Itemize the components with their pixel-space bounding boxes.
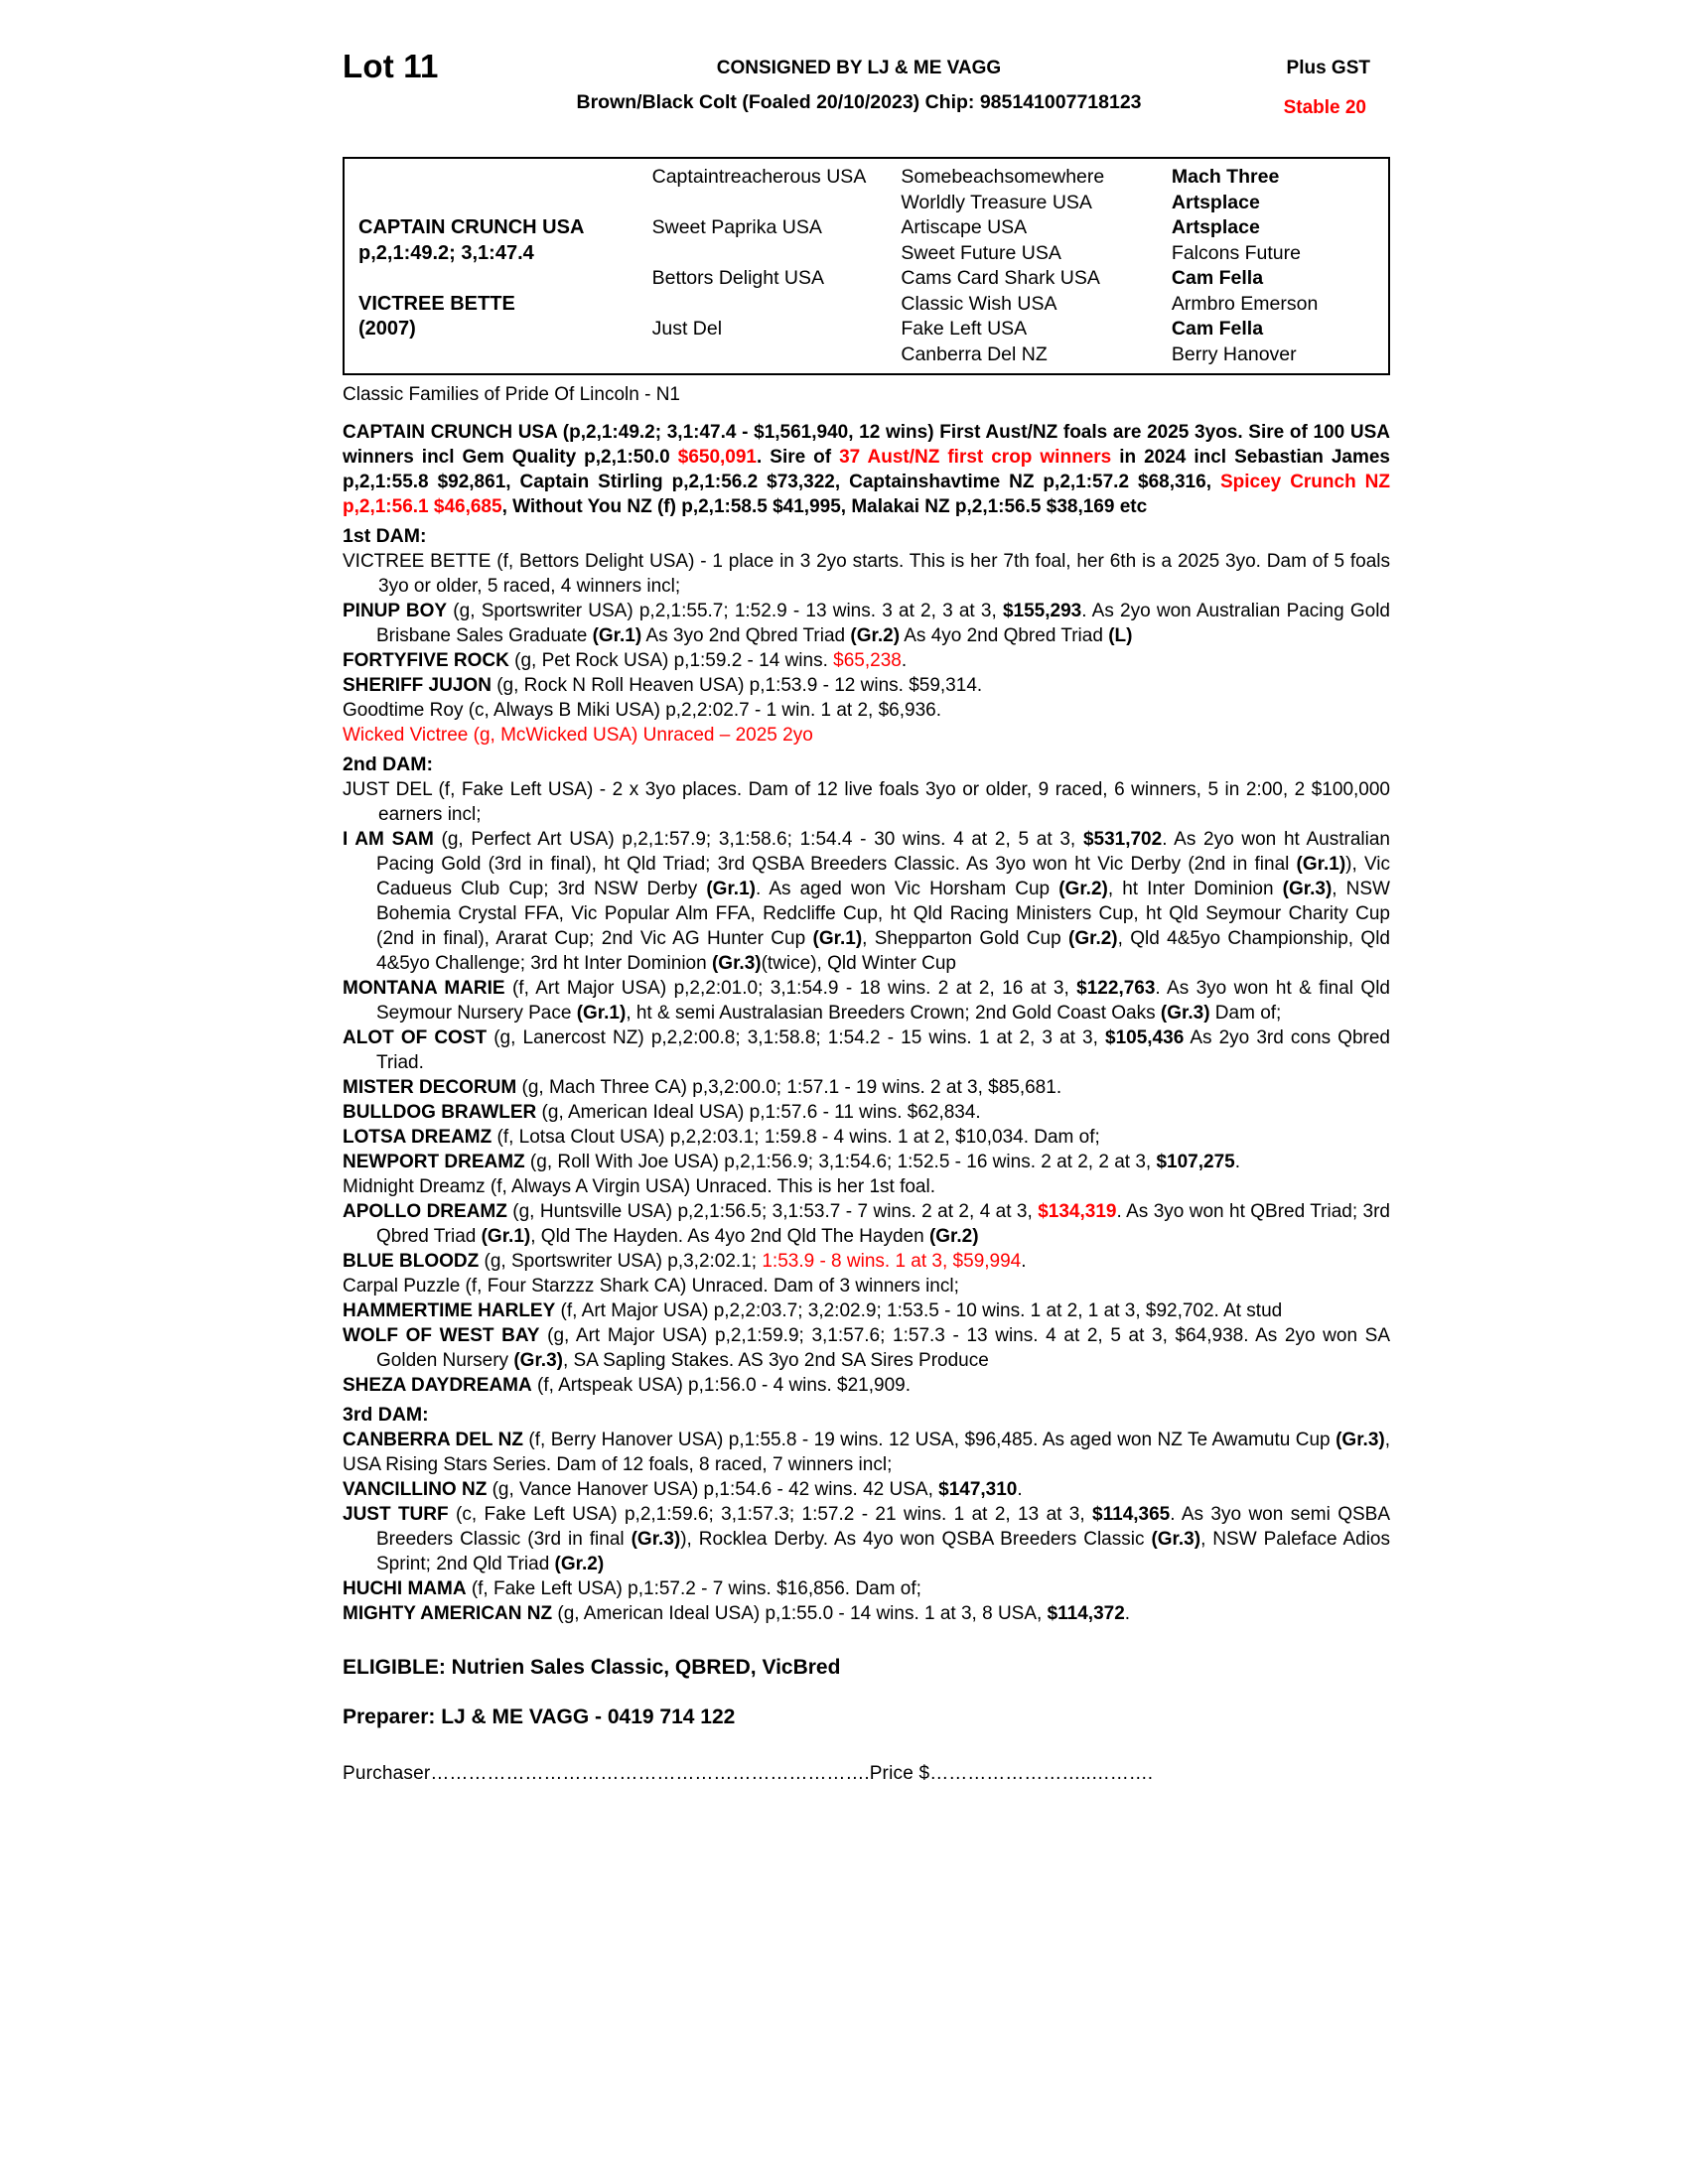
price-dotted-field[interactable]: ……………………..………. <box>929 1763 1154 1784</box>
first-dam-progeny-list: PINUP BOY (g, Sportswriter USA) p,2,1:55… <box>343 599 1390 748</box>
price-label: Price $ <box>869 1763 930 1784</box>
progeny-entry: MISTER DECORUM (g, Mach Three CA) p,3,2:… <box>343 1077 1062 1098</box>
table-row: p,2,1:49.2; 3,1:47.4 Sweet Future USA Fa… <box>345 241 1388 267</box>
sire-gen3-c: Artsplace <box>1171 216 1260 238</box>
sire-summary-part4: , Without You NZ (f) p,2,1:58.5 $41,995,… <box>501 496 1148 517</box>
progeny-entry: Wicked Victree (g, McWicked USA) Unraced… <box>343 725 813 746</box>
second-dam-intro: JUST DEL (f, Fake Left USA) - 2 x 3yo pl… <box>343 779 1390 825</box>
dam-gen2-b: Classic Wish USA <box>901 292 1057 315</box>
progeny-entry: Carpal Puzzle (f, Four Starzzz Shark CA)… <box>343 1276 959 1297</box>
sire-summary-part2: . Sire of <box>757 447 840 468</box>
progeny-entry: JUST TURF (c, Fake Left USA) p,2,1:59.6;… <box>343 1504 1390 1574</box>
third-dam-intro: CANBERRA DEL NZ (f, Berry Hanover USA) p… <box>343 1430 1390 1475</box>
dam-gen3-c: Cam Fella <box>1171 318 1264 340</box>
table-row: Canberra Del NZ Berry Hanover <box>345 342 1388 368</box>
progeny-entry: SHERIFF JUJON (g, Rock N Roll Heaven USA… <box>343 675 983 696</box>
dam-gen3-a: Cam Fella <box>1171 267 1264 289</box>
progeny-entry: FORTYFIVE ROCK (g, Pet Rock USA) p,1:59.… <box>343 650 908 671</box>
progeny-entry: Goodtime Roy (c, Always B Miki USA) p,2,… <box>343 700 941 721</box>
horse-description-line: Brown/Black Colt (Foaled 20/10/2023) Chi… <box>576 91 1142 113</box>
sire-summary-red1: $650,091 <box>677 447 757 468</box>
progeny-entry: MONTANA MARIE (f, Art Major USA) p,2,2:0… <box>343 978 1390 1024</box>
stable-badge: Stable 20 <box>1283 97 1366 118</box>
progeny-entry: BULLDOG BRAWLER (g, American Ideal USA) … <box>343 1102 981 1123</box>
progeny-entry: BLUE BLOODZ (g, Sportswriter USA) p,3,2:… <box>343 1251 1027 1272</box>
dam-gen2-c: Fake Left USA <box>901 318 1028 340</box>
progeny-entry: LOTSA DREAMZ (f, Lotsa Clout USA) p,2,2:… <box>343 1127 1100 1148</box>
sire-gen2-a: Somebeachsomewhere <box>901 166 1105 188</box>
sire-gen2-b: Worldly Treasure USA <box>901 191 1092 213</box>
progeny-entry: APOLLO DREAMZ (g, Huntsville USA) p,2,1:… <box>343 1201 1390 1247</box>
sire-summary-part1: CAPTAIN CRUNCH USA (p,2,1:49.2; 3,1:47.4… <box>343 422 1390 468</box>
purchaser-label: Purchaser <box>343 1763 431 1784</box>
table-row: CAPTAIN CRUNCH USA Sweet Paprika USA Art… <box>345 215 1388 241</box>
sire-summary-red2: 37 Aust/NZ first crop winners <box>839 447 1112 468</box>
pedigree-table: Captaintreacherous USA Somebeachsomewher… <box>343 157 1390 375</box>
sire-gen3-a: Mach Three <box>1171 166 1280 188</box>
progeny-entry: MIGHTY AMERICAN NZ (g, American Ideal US… <box>343 1603 1131 1624</box>
progeny-entry: ALOT OF COST (g, Lanercost NZ) p,2,2:00.… <box>343 1027 1390 1073</box>
progeny-entry: HAMMERTIME HARLEY (f, Art Major USA) p,2… <box>343 1300 1283 1321</box>
progeny-entry: SHEZA DAYDREAMA (f, Artspeak USA) p,1:56… <box>343 1375 911 1396</box>
progeny-entry: I AM SAM (g, Perfect Art USA) p,2,1:57.9… <box>343 829 1391 974</box>
second-dam-heading: 2nd DAM: <box>343 753 433 775</box>
sire-name: CAPTAIN CRUNCH USA <box>358 216 585 238</box>
dam-gen3-d: Berry Hanover <box>1171 342 1297 365</box>
table-row: (2007) Just Del Fake Left USA Cam Fella <box>345 317 1388 342</box>
purchaser-dotted-field[interactable]: ……………………………………………………………. <box>430 1763 870 1784</box>
sire-gen1-bottom: Sweet Paprika USA <box>651 216 822 238</box>
classic-families-line: Classic Families of Pride Of Lincoln - N… <box>343 384 680 405</box>
dam-name: VICTREE BETTE <box>358 292 515 315</box>
sire-record: p,2,1:49.2; 3,1:47.4 <box>358 241 534 264</box>
eligible-line: ELIGIBLE: Nutrien Sales Classic, QBRED, … <box>343 1656 841 1679</box>
table-row: VICTREE BETTE Classic Wish USA Armbro Em… <box>345 292 1388 318</box>
sire-summary-part3: in 2024 incl Sebastian James p,2,1:55.8 … <box>343 447 1390 492</box>
page-header: Lot 11 CONSIGNED BY LJ & ME VAGG Brown/B… <box>343 40 1390 149</box>
first-dam-intro: VICTREE BETTE (f, Bettors Delight USA) -… <box>343 551 1390 597</box>
preparer-line: Preparer: LJ & ME VAGG - 0419 714 122 <box>343 1706 736 1728</box>
third-dam-progeny-list: VANCILLINO NZ (g, Vance Hanover USA) p,1… <box>343 1477 1390 1626</box>
progeny-entry: WOLF OF WEST BAY (g, Art Major USA) p,2,… <box>343 1325 1391 1371</box>
dam-gen2-d: Canberra Del NZ <box>901 342 1048 365</box>
sire-summary-red3: Spicey Crunch NZ p,2,1:56.1 $46,685 <box>343 472 1390 517</box>
sire-gen3-d: Falcons Future <box>1171 241 1301 264</box>
progeny-entry: VANCILLINO NZ (g, Vance Hanover USA) p,1… <box>343 1479 1023 1500</box>
dam-gen3-b: Armbro Emerson <box>1171 292 1319 315</box>
dam-gen1-top: Bettors Delight USA <box>651 267 825 289</box>
dam-record: (2007) <box>358 318 416 340</box>
consignor-line: CONSIGNED BY LJ & ME VAGG <box>716 58 1002 78</box>
sire-gen3-b: Artsplace <box>1171 191 1260 213</box>
table-row: Worldly Treasure USA Artsplace <box>345 191 1388 216</box>
sire-gen2-c: Artiscape USA <box>901 216 1028 238</box>
progeny-entry: NEWPORT DREAMZ (g, Roll With Joe USA) p,… <box>343 1152 1240 1172</box>
first-dam-heading: 1st DAM: <box>343 525 427 547</box>
third-dam-heading: 3rd DAM: <box>343 1404 429 1426</box>
progeny-entry: Midnight Dreamz (f, Always A Virgin USA)… <box>343 1176 935 1197</box>
second-dam-progeny-list: I AM SAM (g, Perfect Art USA) p,2,1:57.9… <box>343 827 1390 1398</box>
sire-gen2-d: Sweet Future USA <box>901 241 1061 264</box>
dam-gen2-a: Cams Card Shark USA <box>901 267 1100 289</box>
plus-gst-label: Plus GST <box>1286 58 1370 78</box>
progeny-entry: HUCHI MAMA (f, Fake Left USA) p,1:57.2 -… <box>343 1578 921 1599</box>
dam-gen1-bottom: Just Del <box>651 318 723 340</box>
lot-number: Lot 11 <box>343 48 439 84</box>
sire-gen1-top: Captaintreacherous USA <box>651 166 867 188</box>
table-row: Bettors Delight USA Cams Card Shark USA … <box>345 266 1388 292</box>
purchaser-line: Purchaser…………………………………………………………….Price $… <box>343 1763 1390 1785</box>
progeny-entry: PINUP BOY (g, Sportswriter USA) p,2,1:55… <box>343 601 1390 646</box>
table-row: Captaintreacherous USA Somebeachsomewher… <box>345 165 1388 191</box>
sire-summary-paragraph: CAPTAIN CRUNCH USA (p,2,1:49.2; 3,1:47.4… <box>343 420 1390 519</box>
